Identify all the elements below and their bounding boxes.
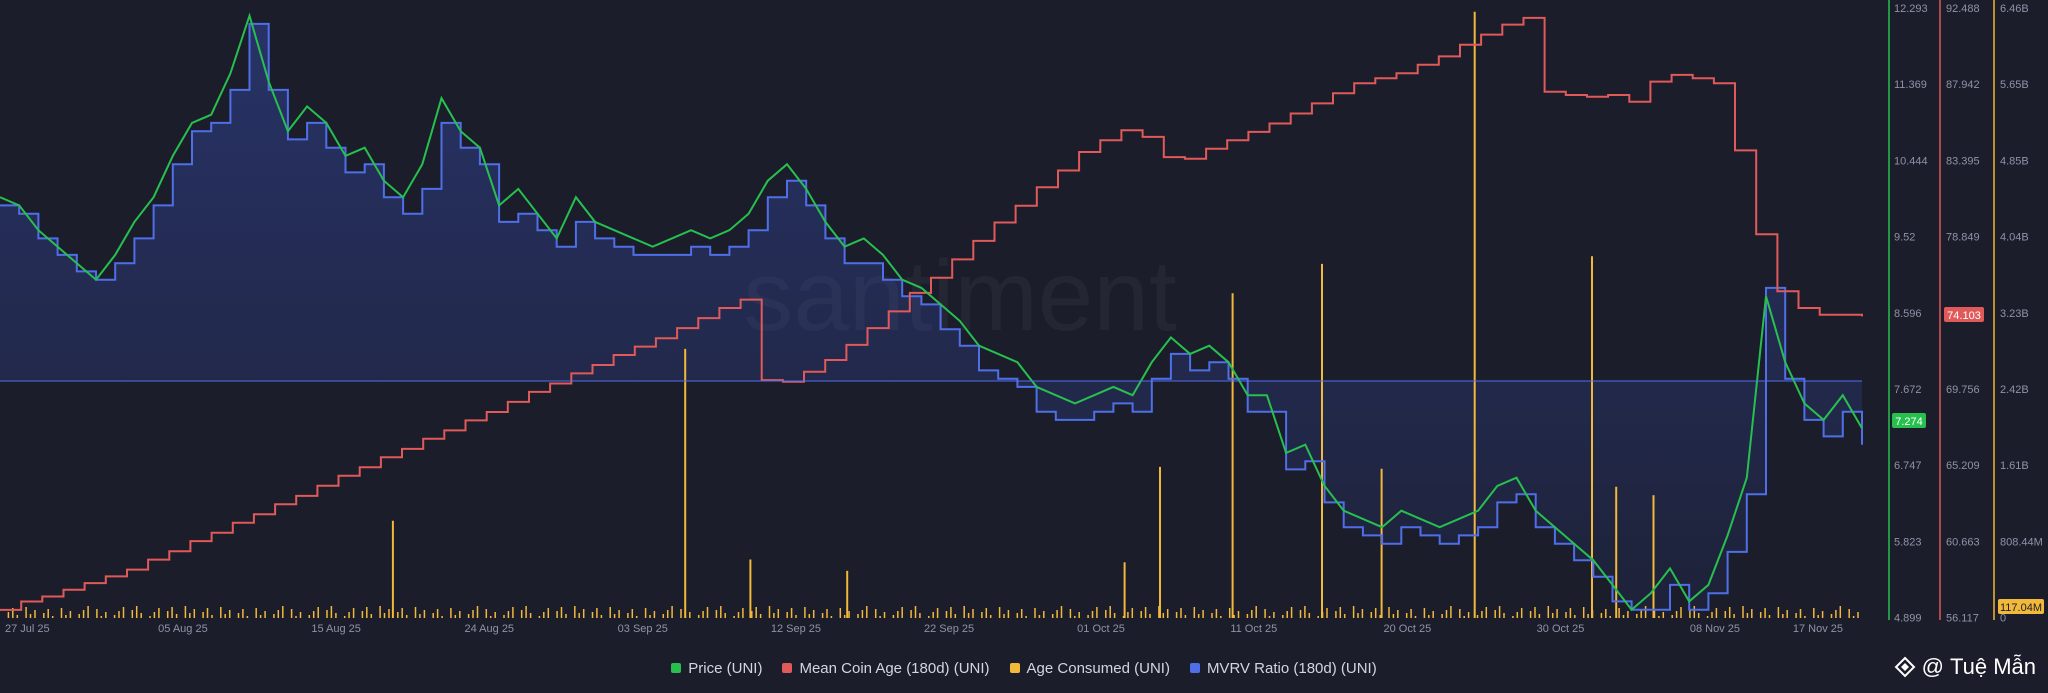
mvrv-area bbox=[0, 23, 1862, 610]
brand-at: @ bbox=[1921, 654, 1944, 679]
legend-label-mvrv: MVRV Ratio (180d) (UNI) bbox=[1206, 659, 1377, 677]
legend-item-age-consumed[interactable]: Age Consumed (UNI) bbox=[1009, 659, 1170, 677]
legend-swatch-mean-coin-age bbox=[782, 663, 793, 673]
legend-item-price[interactable]: Price (UNI) bbox=[671, 660, 762, 677]
price-axis-tick: 12.293 bbox=[1894, 3, 1928, 15]
legend-item-mean-coin-age[interactable]: Mean Coin Age (180d) (UNI) bbox=[782, 659, 990, 677]
price-axis-tick: 7.672 bbox=[1894, 384, 1922, 396]
axes-layer bbox=[0, 0, 1995, 620]
age-consumed-axis-tick: 0 bbox=[2000, 613, 2006, 625]
series-lines bbox=[0, 12, 1863, 612]
mean-coin-age-axis-tick: 56.117 bbox=[1946, 613, 1979, 625]
price-axis-tick: 10.444 bbox=[1894, 155, 1928, 167]
legend-swatch-age-consumed bbox=[1009, 663, 1020, 673]
age-consumed-axis-tick: 4.85B bbox=[2000, 155, 2029, 167]
age-consumed-axis-tick: 6.46B bbox=[2000, 3, 2029, 15]
mean-coin-age-axis-tick: 65.209 bbox=[1946, 460, 1980, 472]
price-line bbox=[0, 12, 1863, 612]
price-axis-tick: 5.823 bbox=[1894, 536, 1922, 548]
price-axis-tick: 6.747 bbox=[1894, 460, 1922, 472]
brand-name: Tuệ Mẫn bbox=[1949, 654, 2036, 679]
legend-swatch-price bbox=[671, 663, 682, 673]
mean-coin-age-axis-tick: 69.756 bbox=[1946, 384, 1980, 396]
x-axis-tick: 01 Oct 25 bbox=[1077, 623, 1125, 635]
x-axis-tick: 03 Sep 25 bbox=[618, 623, 668, 635]
x-axis-tick: 20 Oct 25 bbox=[1384, 623, 1432, 635]
x-axis-tick: 15 Aug 25 bbox=[311, 623, 361, 635]
author-brand: @ Tuệ Mẫn bbox=[1894, 653, 2036, 681]
diamond-logo-icon bbox=[1894, 656, 1916, 678]
price-axis-tick: 4.899 bbox=[1894, 613, 1922, 625]
legend-label-price: Price (UNI) bbox=[688, 659, 763, 677]
x-axis-tick: 12 Sep 25 bbox=[771, 623, 821, 635]
age-consumed-axis-tick: 808.44M bbox=[2000, 536, 2043, 548]
age-consumed-axis-tick: 2.42B bbox=[2000, 384, 2029, 396]
x-axis-tick: 05 Aug 25 bbox=[158, 623, 208, 635]
age-consumed-axis-tick: 3.23B bbox=[2000, 308, 2029, 320]
price-current-badge: 7.274 bbox=[1895, 416, 1923, 428]
mean-coin-age-axis-tick: 92.488 bbox=[1946, 3, 1980, 15]
mean-coin-age-axis-tick: 87.942 bbox=[1946, 79, 1980, 91]
mean-coin-age-axis-tick: 83.395 bbox=[1946, 155, 1980, 167]
x-axis-tick: 17 Nov 25 bbox=[1793, 623, 1843, 635]
legend-label-age-consumed: Age Consumed (UNI) bbox=[1026, 659, 1170, 677]
legend-item-mvrv[interactable]: MVRV Ratio (180d) (UNI) bbox=[1189, 659, 1377, 677]
mean-coin-age-line bbox=[0, 16, 1863, 611]
price-axis-tick: 8.596 bbox=[1894, 308, 1922, 320]
age-consumed-axis-tick: 4.04B bbox=[2000, 232, 2029, 244]
mean-coin-age-current-badge-bg bbox=[1944, 307, 1984, 322]
age-consumed-axis-tick: 1.61B bbox=[2000, 460, 2029, 472]
legend-label-mean-coin-age: Mean Coin Age (180d) (UNI) bbox=[799, 659, 990, 677]
age-consumed-current-badge: 117.04M bbox=[2000, 602, 2042, 614]
x-axis-tick: 08 Nov 25 bbox=[1690, 623, 1740, 635]
mvrv-fill-layer bbox=[0, 23, 1862, 610]
mean-coin-age-axis-tick: 60.663 bbox=[1946, 536, 1980, 548]
mean-coin-age-current-badge: 74.103 bbox=[1947, 310, 1981, 322]
x-axis-tick: 24 Aug 25 bbox=[465, 623, 515, 635]
x-axis-tick: 11 Oct 25 bbox=[1230, 623, 1277, 635]
x-axis-tick: 22 Sep 25 bbox=[924, 623, 974, 635]
price-axis-tick: 9.52 bbox=[1894, 232, 1915, 244]
age-consumed-current-badge-bg bbox=[1998, 599, 2044, 614]
legend: Price (UNI) Mean Coin Age (180d) (UNI) A… bbox=[0, 657, 2048, 679]
mean-coin-age-axis-tick: 78.849 bbox=[1946, 232, 1980, 244]
x-axis-tick: 27 Jul 25 bbox=[5, 623, 50, 635]
price-axis-tick: 11.369 bbox=[1894, 79, 1927, 91]
age-consumed-axis-tick: 5.65B bbox=[2000, 79, 2029, 91]
tick-labels: 12.293 11.369 10.444 9.52 8.596 7.672 6.747 5.8… bbox=[5, 3, 2044, 635]
price-current-badge-bg bbox=[1892, 413, 1926, 428]
x-axis-tick: 30 Oct 25 bbox=[1537, 623, 1585, 635]
legend-swatch-mvrv bbox=[1189, 663, 1200, 673]
